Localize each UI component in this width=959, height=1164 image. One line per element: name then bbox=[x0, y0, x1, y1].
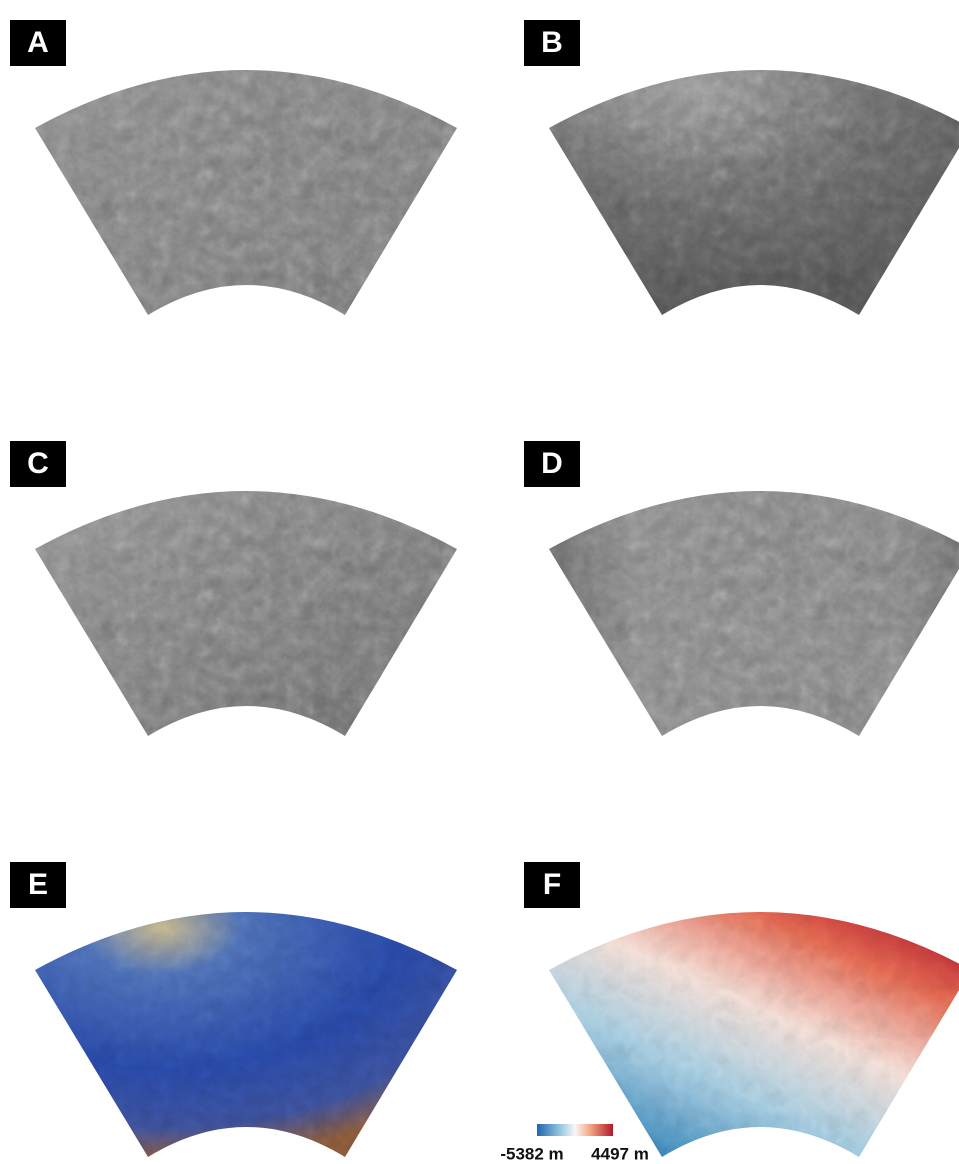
map-texture bbox=[549, 70, 959, 315]
panel: B bbox=[524, 20, 959, 315]
panel-label-box bbox=[10, 20, 66, 66]
colorbar bbox=[537, 1124, 613, 1136]
map-image bbox=[549, 491, 959, 736]
colorbar-max-label: 4497 m bbox=[591, 1144, 649, 1163]
panel-label: F bbox=[543, 868, 561, 901]
panel-label: D bbox=[541, 447, 563, 480]
panel: A bbox=[10, 20, 457, 315]
panel-label-box bbox=[10, 862, 66, 908]
panel-label: A bbox=[27, 26, 49, 59]
map-texture bbox=[549, 912, 959, 1157]
map-texture bbox=[35, 70, 457, 315]
map-image bbox=[549, 70, 959, 315]
panel-label: C bbox=[27, 447, 49, 480]
panel-label-box bbox=[524, 441, 580, 487]
panel-label-box bbox=[524, 862, 580, 908]
panel-label: E bbox=[28, 868, 48, 901]
panel: F bbox=[524, 862, 959, 1157]
map-image bbox=[35, 70, 457, 315]
colorbar-min-label: -5382 m bbox=[500, 1144, 563, 1163]
map-image bbox=[35, 491, 457, 736]
map-image bbox=[35, 912, 457, 1157]
panel-label: B bbox=[541, 26, 563, 59]
map-texture bbox=[549, 491, 959, 736]
map-texture bbox=[35, 912, 457, 1157]
panel: E bbox=[10, 862, 457, 1157]
panel-label-box bbox=[10, 441, 66, 487]
panel: D bbox=[524, 441, 959, 736]
map-image bbox=[549, 912, 959, 1157]
map-texture bbox=[35, 491, 457, 736]
panel-label-box bbox=[524, 20, 580, 66]
panel: C bbox=[10, 441, 457, 736]
